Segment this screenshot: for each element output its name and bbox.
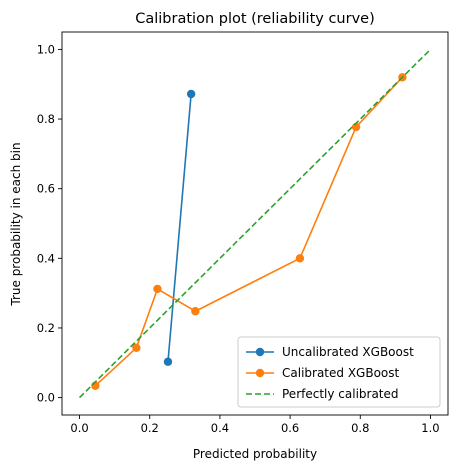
y-tick-label: 1.0: [37, 42, 55, 56]
y-tick-label: 0.4: [37, 251, 55, 265]
y-axis-label: True probability in each bin: [9, 142, 23, 306]
axis-ticks: 0.0 0.2 0.4 0.6 0.8 1.0 0.0 0.2 0.4 0.6 0.8 1.0: [37, 42, 440, 435]
legend-entry: Uncalibrated XGBoost: [246, 345, 414, 359]
y-tick-label: 0.2: [37, 321, 55, 335]
legend-label: Uncalibrated XGBoost: [282, 345, 414, 359]
data-point: [351, 122, 361, 132]
data-point: [153, 284, 162, 294]
data-point: [295, 254, 305, 263]
series-line-uncalibrated-xgboost: [167, 93, 192, 362]
x-tick-label: 0.4: [211, 421, 229, 435]
series-line-perfectly-calibrated: [78, 48, 432, 399]
data-point: [186, 89, 196, 99]
data-point: [191, 307, 200, 316]
legend-label: Calibrated XGBoost: [282, 366, 400, 380]
x-tick-label: 0.2: [141, 421, 159, 435]
y-tick-label: 0.0: [37, 391, 55, 405]
legend-marker: [255, 347, 265, 357]
series-layer: [78, 48, 432, 399]
y-tick-label: 0.6: [37, 182, 55, 196]
data-point: [132, 343, 141, 353]
legend-label: Perfectly calibrated: [282, 387, 399, 401]
x-axis-label: Predicted probability: [193, 447, 317, 461]
legend-entry: Calibrated XGBoost: [246, 366, 400, 380]
legend-box: [237, 336, 441, 408]
x-tick-label: 1.0: [421, 421, 439, 435]
x-tick-label: 0.8: [351, 421, 369, 435]
data-point: [163, 357, 173, 366]
series-perfectly-calibrated: [78, 48, 432, 399]
legend-marker: [255, 368, 265, 378]
series-uncalibrated-xgboost: [163, 89, 196, 366]
chart-title: Calibration plot (reliability curve): [135, 11, 375, 27]
legend: Uncalibrated XGBoost Calibrated XGBoost Pe…: [237, 336, 441, 408]
x-tick-label: 0.0: [70, 421, 88, 435]
legend-entry: Perfectly calibrated: [246, 387, 399, 401]
y-tick-label: 0.8: [37, 112, 55, 126]
x-tick-label: 0.6: [281, 421, 299, 435]
series-calibrated-xgboost: [91, 73, 407, 390]
